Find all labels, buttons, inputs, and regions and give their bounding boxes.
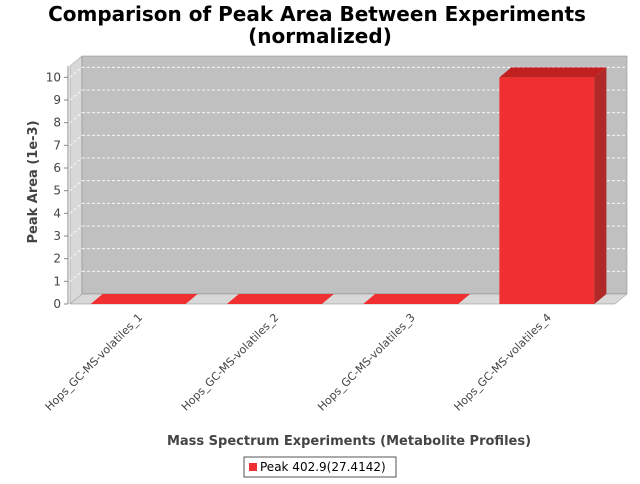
chart-title-line-2: (normalized) bbox=[248, 24, 392, 48]
gridline-wall bbox=[69, 135, 83, 146]
gridline-wall bbox=[69, 112, 83, 123]
bar-front bbox=[499, 77, 595, 304]
y-tick-label: 0 bbox=[53, 297, 61, 311]
y-axis: 0 1 2 3 4 5 6 7 8 9 10 bbox=[46, 66, 69, 311]
legend: Peak 402.9(27.4142) bbox=[243, 456, 397, 478]
bar bbox=[499, 67, 607, 304]
x-axis: Hops_GC-MS-volatiles_1 Hops_GC-MS-volatil… bbox=[43, 311, 554, 414]
y-tick-label: 4 bbox=[53, 206, 61, 220]
y-tick-label: 5 bbox=[53, 184, 61, 198]
bar-side bbox=[594, 67, 607, 304]
y-tick-label: 6 bbox=[53, 161, 61, 175]
gridline-wall bbox=[69, 89, 83, 101]
y-tick-label: 7 bbox=[53, 138, 61, 152]
bar-top bbox=[90, 294, 198, 304]
y-axis-label: Peak Area (1e-3) bbox=[26, 120, 41, 243]
y-tick-label: 2 bbox=[53, 252, 61, 266]
gridline-wall bbox=[69, 203, 83, 214]
chart-title-line-1: Comparison of Peak Area Between Experime… bbox=[48, 2, 586, 26]
legend-label: Peak 402.9(27.4142) bbox=[260, 460, 386, 474]
gridline-wall bbox=[69, 225, 83, 237]
gridline-wall bbox=[69, 157, 83, 169]
bar bbox=[90, 294, 198, 304]
bars bbox=[90, 67, 607, 304]
legend-swatch bbox=[249, 463, 257, 471]
x-category-label: Hops_GC-MS-volatiles_1 bbox=[43, 311, 146, 414]
gridline-wall bbox=[69, 180, 83, 191]
gridline-wall bbox=[69, 271, 83, 282]
y-tick-label: 9 bbox=[53, 93, 61, 107]
bar-top bbox=[226, 294, 334, 304]
bar bbox=[363, 294, 471, 304]
legend-box bbox=[243, 456, 397, 478]
gridline-wall bbox=[69, 248, 83, 259]
y-tick-label: 8 bbox=[53, 116, 61, 130]
bar bbox=[226, 294, 334, 304]
bar-top bbox=[499, 67, 607, 78]
y-tick-label: 1 bbox=[53, 274, 61, 288]
x-category-label: Hops_GC-MS-volatiles_4 bbox=[451, 311, 554, 414]
bar-top bbox=[363, 294, 471, 304]
y-tick-label: 10 bbox=[46, 70, 61, 84]
gridline-wall bbox=[69, 67, 83, 78]
x-axis-label: Mass Spectrum Experiments (Metabolite Pr… bbox=[167, 434, 531, 449]
plot-left-wall bbox=[69, 55, 83, 305]
y-tick-label: 3 bbox=[53, 229, 61, 243]
x-category-label: Hops_GC-MS-volatiles_3 bbox=[315, 311, 418, 414]
x-category-label: Hops_GC-MS-volatiles_2 bbox=[179, 311, 282, 414]
